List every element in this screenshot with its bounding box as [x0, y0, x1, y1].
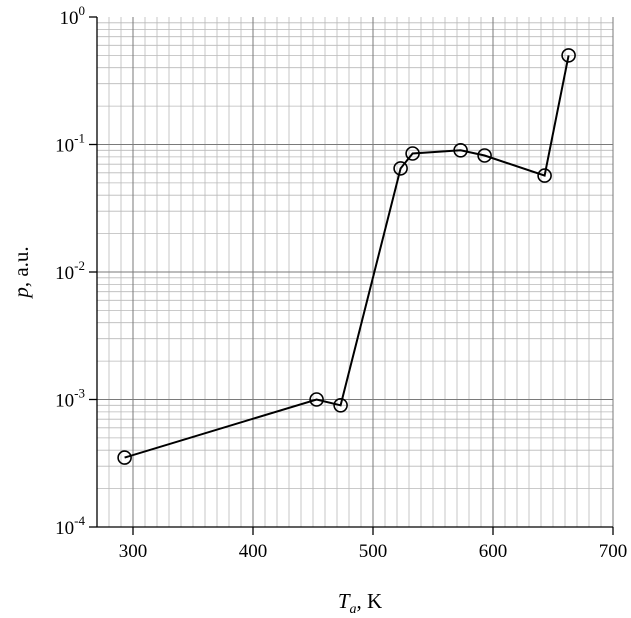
- x-tick-label: 400: [239, 541, 268, 562]
- y-axis-label: p, a.u.: [9, 246, 33, 299]
- x-tick-label: 500: [359, 541, 388, 562]
- x-tick-labels: 300 400 500 600 700: [119, 541, 628, 562]
- data-point: [561, 48, 576, 63]
- y-tick-label: 10-4: [55, 513, 85, 539]
- y-tick-label: 100: [60, 3, 86, 29]
- data-point: [393, 161, 408, 176]
- x-tick-label: 300: [119, 541, 148, 562]
- axes: [89, 16, 614, 535]
- x-tick-label: 700: [599, 541, 628, 562]
- data-point: [453, 143, 468, 158]
- x-axis-label: Ta, K: [338, 589, 382, 617]
- x-tick-label: 600: [479, 541, 508, 562]
- series-layer: [117, 48, 576, 465]
- y-tick-label: 10-2: [55, 258, 85, 284]
- data-point: [309, 392, 324, 407]
- data-point: [537, 168, 552, 183]
- data-point: [333, 397, 348, 413]
- series-line: [124, 55, 570, 459]
- data-point: [477, 148, 492, 163]
- data-point: [405, 146, 420, 161]
- y-tick-label: 10-3: [55, 386, 85, 412]
- y-tick-label: 10-1: [55, 131, 85, 157]
- y-tick-labels: 100 10-1 10-2 10-3 10-4: [55, 3, 85, 539]
- data-point: [117, 450, 132, 465]
